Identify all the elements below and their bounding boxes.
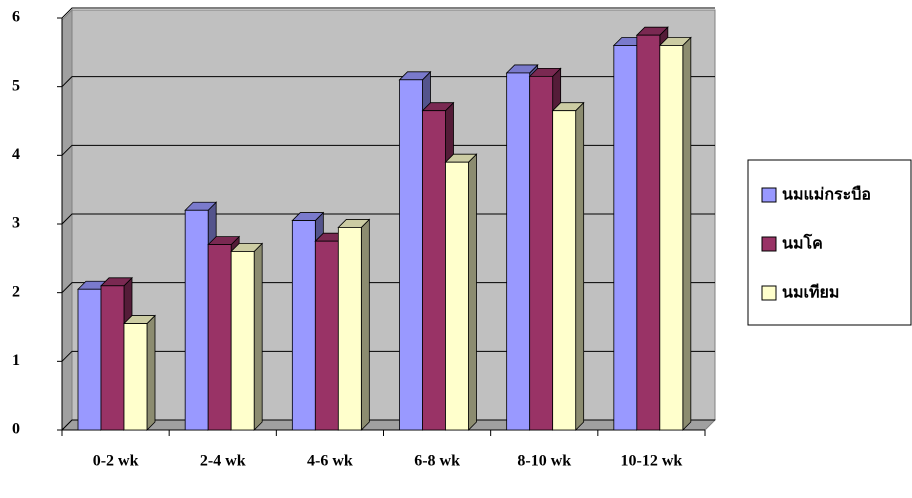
bar (445, 161, 469, 431)
bar (314, 240, 339, 431)
bar (337, 227, 362, 431)
bar-side (360, 218, 370, 431)
x-tick-label: 2-4 wk (200, 453, 246, 470)
bar-side (146, 314, 156, 431)
legend-label: นมโค (782, 233, 823, 253)
bar-side (468, 153, 477, 431)
grid-line (61, 7, 715, 19)
x-tick-label: 6-8 wk (414, 453, 460, 470)
y-tick-label: 5 (12, 77, 20, 94)
grid-line (61, 350, 715, 362)
grid-line (61, 144, 715, 156)
bar (184, 209, 209, 431)
bar (613, 45, 638, 431)
legend-swatch (761, 285, 777, 301)
bar (100, 285, 125, 431)
bar (77, 288, 102, 431)
bar (207, 244, 232, 431)
legend-label: นมแม่กระบือ (782, 186, 871, 204)
bar-side (575, 101, 585, 431)
bar (659, 45, 684, 431)
y-tick-label: 2 (12, 283, 20, 300)
bar (552, 110, 577, 431)
bar (291, 220, 316, 431)
y-tick-label: 3 (12, 215, 20, 232)
bar-side (682, 36, 692, 431)
bar (529, 75, 554, 431)
grid-line (61, 419, 715, 431)
bar (399, 79, 423, 431)
grid-line (61, 76, 715, 88)
x-tick-label: 4-6 wk (307, 453, 353, 470)
bar (422, 110, 446, 431)
grid-line (61, 213, 715, 225)
legend-label: นมเทียม (782, 283, 839, 302)
bar (506, 72, 531, 431)
legend-swatch (761, 187, 777, 203)
x-tick-label: 0-2 wk (93, 453, 139, 470)
y-tick-label: 0 (12, 421, 20, 438)
y-tick-label: 1 (12, 352, 20, 369)
side-wall (61, 8, 73, 432)
grid-line (61, 282, 715, 294)
x-tick-label: 8-10 wk (517, 453, 571, 470)
y-tick-label: 6 (12, 9, 20, 26)
x-tick-label: 10-12 wk (621, 453, 683, 470)
legend-swatch (761, 236, 777, 252)
bar-side (253, 242, 263, 431)
bar (123, 323, 148, 431)
y-tick-label: 4 (12, 146, 20, 163)
bar (636, 34, 661, 431)
bar (230, 251, 255, 431)
